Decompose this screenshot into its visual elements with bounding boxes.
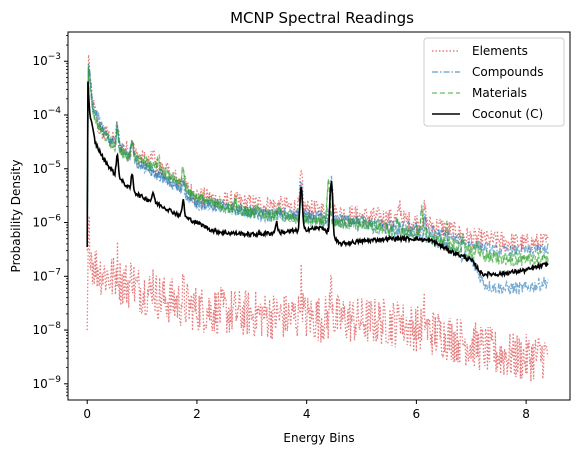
x-axis: 0 2 4 6 8: [83, 400, 530, 421]
chart-title: MCNP Spectral Readings: [230, 9, 414, 27]
series-line-compounds: [86, 65, 549, 259]
y-axis-label: Probability Density: [9, 160, 23, 273]
y-tick-label: 10−8: [32, 321, 61, 337]
y-tick-label: 10−7: [32, 267, 61, 283]
y-tick-label: 10−4: [32, 106, 61, 122]
legend-entry: Elements: [472, 44, 528, 58]
x-tick-label: 8: [522, 407, 530, 421]
y-tick-label: 10−9: [32, 375, 61, 391]
y-tick-label: 10−6: [32, 214, 61, 230]
legend: Elements Compounds Materials Coconut (C): [423, 37, 565, 127]
x-tick-label: 6: [413, 407, 421, 421]
series-line-materials: [86, 66, 549, 264]
y-tick-label: 10−5: [32, 160, 61, 176]
legend-entry: Compounds: [472, 65, 543, 79]
x-axis-label: Energy Bins: [283, 431, 354, 445]
legend-box: [423, 37, 565, 127]
series-layer: [86, 54, 549, 382]
x-tick-label: 4: [303, 407, 311, 421]
y-tick-label: 10−3: [32, 52, 61, 68]
x-tick-label: 2: [193, 407, 201, 421]
plot-frame: [67, 31, 571, 401]
series-line-elements: [86, 215, 549, 382]
y-axis: 10−9 10−8 10−7 10−6 10−5 10−4 10−3: [32, 35, 68, 397]
series-line-coconut-c: [86, 81, 549, 280]
legend-entry: Coconut (C): [472, 107, 543, 121]
x-tick-label: 0: [83, 407, 91, 421]
legend-entry: Materials: [472, 86, 527, 100]
